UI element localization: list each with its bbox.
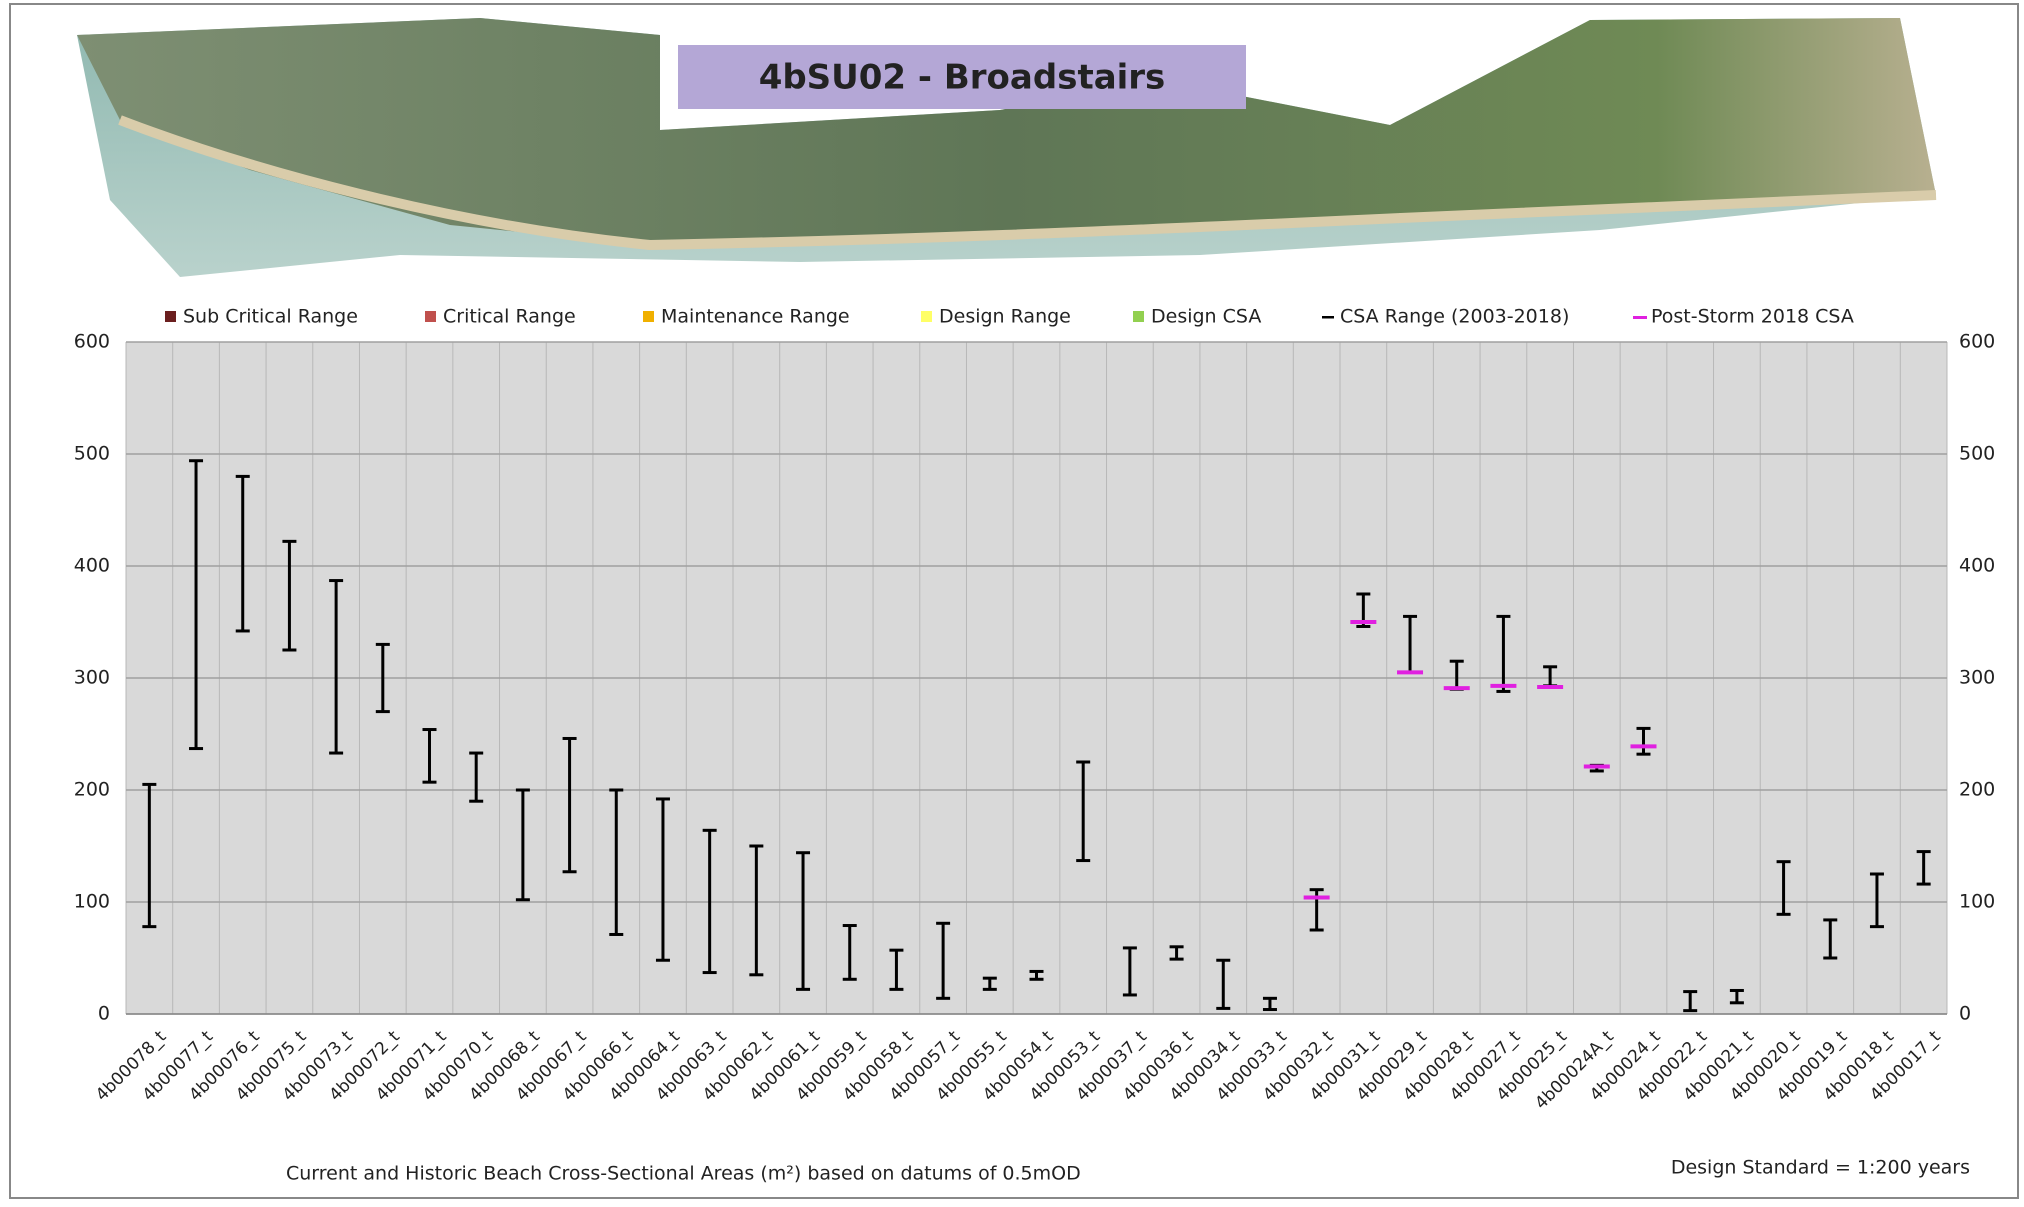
legend-label: Critical Range (443, 306, 576, 328)
y-tick-label: 0 (98, 1003, 110, 1025)
legend-swatch (1133, 311, 1144, 322)
aerial-photo (77, 18, 1937, 277)
legend-label: Sub Critical Range (183, 306, 358, 328)
x-axis-title: Current and Historic Beach Cross-Section… (286, 1163, 1081, 1185)
legend-label: Post-Storm 2018 CSA (1651, 306, 1854, 328)
legend-swatch (921, 311, 932, 322)
legend-swatch (643, 311, 654, 322)
legend-swatch (1633, 316, 1647, 319)
y-tick-label: 400 (74, 555, 110, 577)
legend-label: Design CSA (1151, 306, 1261, 328)
y2-tick-label: 0 (1959, 1003, 1971, 1025)
y-tick-label: 300 (74, 667, 110, 689)
legend-label: Design Range (939, 306, 1071, 328)
legend-label: Maintenance Range (661, 306, 850, 328)
legend-label: CSA Range (2003-2018) (1340, 306, 1569, 328)
title-box (678, 45, 1246, 109)
chart-title: 4bSU02 - Broadstairs (759, 58, 1166, 98)
y2-tick-label: 400 (1959, 555, 1995, 577)
y2-tick-label: 300 (1959, 667, 1995, 689)
legend (126, 296, 1918, 338)
y-tick-label: 600 (74, 331, 110, 353)
y2-tick-label: 500 (1959, 443, 1995, 465)
legend-swatch (425, 311, 436, 322)
y-tick-label: 100 (74, 891, 110, 913)
y2-tick-label: 100 (1959, 891, 1995, 913)
legend-swatch (165, 311, 176, 322)
frame (9, 3, 2019, 1199)
y-tick-label: 200 (74, 779, 110, 801)
legend-swatch (1322, 316, 1334, 319)
annotation: Design Standard = 1:200 years (1671, 1157, 1970, 1179)
y-tick-label: 500 (74, 443, 110, 465)
y2-tick-label: 200 (1959, 779, 1995, 801)
y2-tick-label: 600 (1959, 331, 1995, 353)
